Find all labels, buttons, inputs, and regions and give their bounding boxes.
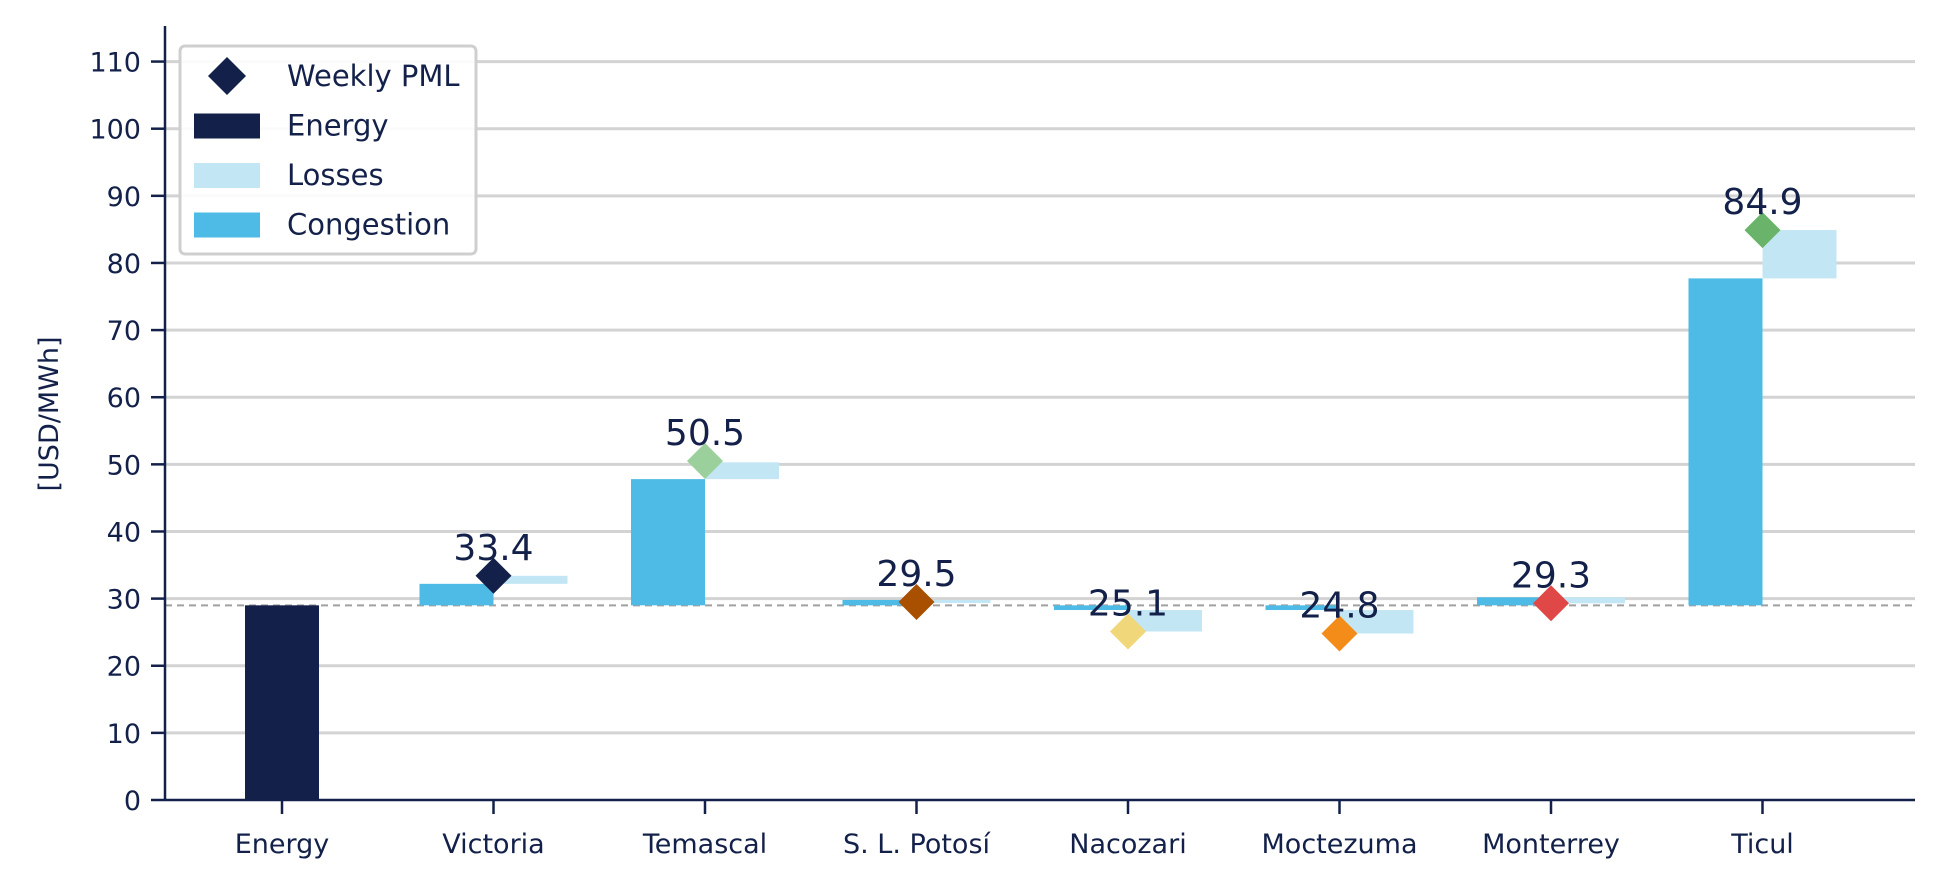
x-tick-label: Moctezuma [1262, 829, 1418, 860]
weekly-pml-marker [687, 442, 723, 479]
congestion-bar [1688, 278, 1763, 606]
x-tick-label: Energy [235, 829, 330, 860]
congestion-bar [1265, 605, 1340, 611]
weekly-pml-marker [1744, 212, 1781, 249]
y-tick-label: 20 [107, 652, 141, 683]
y-tick-label: 40 [107, 517, 141, 548]
bar-layer [245, 230, 1837, 800]
legend-label: Losses [287, 158, 384, 192]
x-tick-label: S. L. Potosí [843, 829, 992, 860]
congestion-bar [842, 599, 917, 606]
weekly-pml-marker [898, 583, 935, 620]
legend-label: Energy [287, 109, 389, 143]
y-tick-label: 90 [107, 182, 141, 213]
y-tick-label: 60 [107, 383, 141, 414]
losses-bar [1128, 610, 1202, 632]
weekly-pml-label: 84.9 [1722, 182, 1802, 223]
legend-marker-weekly-pml [208, 57, 246, 95]
losses-bar [705, 462, 779, 480]
losses-bar [916, 599, 991, 603]
losses-bar [1762, 230, 1837, 279]
x-tick-label: Temascal [642, 829, 767, 860]
weekly-pml-label: 29.3 [1511, 555, 1591, 596]
legend: Weekly PML Energy Losses Congestion [178, 44, 478, 256]
legend-label: Congestion [287, 208, 450, 242]
axis-layer: 0 10 20 30 40 50 60 70 80 90 100 110 Energy Victoria T… [34, 26, 1915, 860]
legend-swatch-congestion [194, 212, 260, 238]
y-tick-label: 30 [107, 585, 141, 616]
y-tick-label: 80 [107, 249, 141, 280]
weekly-pml-marker [1110, 613, 1146, 650]
weekly-pml-marker [1533, 585, 1569, 622]
y-tick-label: 0 [124, 786, 141, 817]
weekly-pml-label: 24.8 [1299, 586, 1379, 627]
congestion-bar [1477, 597, 1551, 606]
weekly-pml-marker [1321, 615, 1358, 652]
losses-bar [493, 575, 568, 584]
legend-box [178, 44, 478, 256]
losses-bar [1339, 610, 1414, 634]
weekly-pml-marker [475, 557, 512, 594]
weekly-pml-label: 33.4 [453, 528, 533, 569]
x-tick-label: Nacozari [1069, 829, 1186, 860]
label-layer: 33.4 50.5 29.5 25.1 24.8 29.3 84.9 [453, 182, 1802, 626]
x-tick-label: Monterrey [1482, 829, 1620, 860]
y-tick-label: 50 [107, 450, 141, 481]
x-tick-label: Ticul [1730, 829, 1794, 860]
congestion-bar [631, 479, 705, 606]
weekly-pml-label: 25.1 [1088, 584, 1168, 625]
legend-label: Weekly PML [287, 59, 460, 93]
weekly-pml-label: 50.5 [665, 413, 745, 454]
y-tick-label: 70 [107, 316, 141, 347]
y-tick-label: 100 [89, 115, 141, 146]
legend-swatch-losses [194, 163, 260, 188]
losses-bar [1551, 597, 1625, 604]
y-tick-label: 10 [107, 719, 141, 750]
y-tick-label: 110 [89, 48, 141, 79]
energy-bar [245, 605, 319, 800]
x-tick-label: Victoria [442, 829, 544, 860]
weekly-pml-label: 29.5 [876, 554, 956, 595]
legend-swatch-energy [194, 113, 260, 139]
congestion-bar [1054, 605, 1128, 611]
y-axis-title: [USD/MWh] [34, 337, 65, 492]
congestion-bar [419, 583, 494, 606]
marker-layer [475, 212, 1781, 652]
